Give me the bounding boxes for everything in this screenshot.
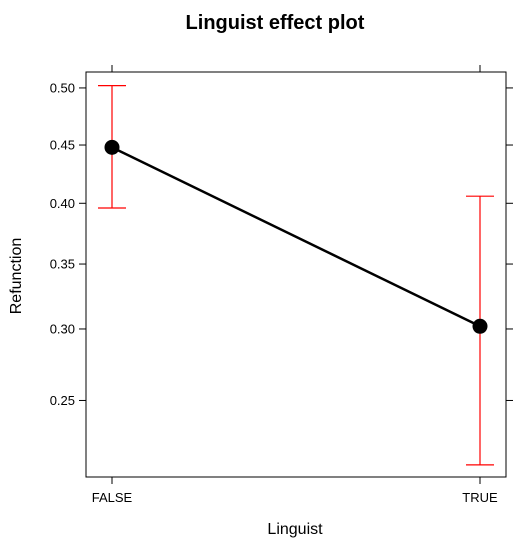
x-tick-label: FALSE: [92, 490, 133, 505]
y-tick-label: 0.25: [50, 393, 75, 408]
y-tick-label: 0.30: [50, 321, 75, 336]
data-point: [104, 139, 120, 155]
x-tick-label: TRUE: [462, 490, 498, 505]
y-tick-label: 0.45: [50, 138, 75, 153]
chart-title: Linguist effect plot: [186, 12, 365, 34]
error-bars: [98, 85, 494, 466]
x-axis: FALSE TRUE: [92, 65, 498, 505]
y-tick-label: 0.40: [50, 196, 75, 211]
plot-panel: [85, 71, 507, 478]
y-axis: 0.25 0.30 0.35 0.40 0.45 0.50: [50, 80, 513, 408]
y-tick-label: 0.35: [50, 257, 75, 272]
series-line: [111, 146, 481, 328]
y-axis-label: Refunction: [8, 238, 25, 315]
data-points: [104, 139, 488, 334]
x-axis-label: Linguist: [267, 521, 323, 538]
series-line-group: [111, 146, 481, 328]
y-tick-label: 0.50: [50, 80, 75, 95]
data-point: [472, 318, 488, 334]
